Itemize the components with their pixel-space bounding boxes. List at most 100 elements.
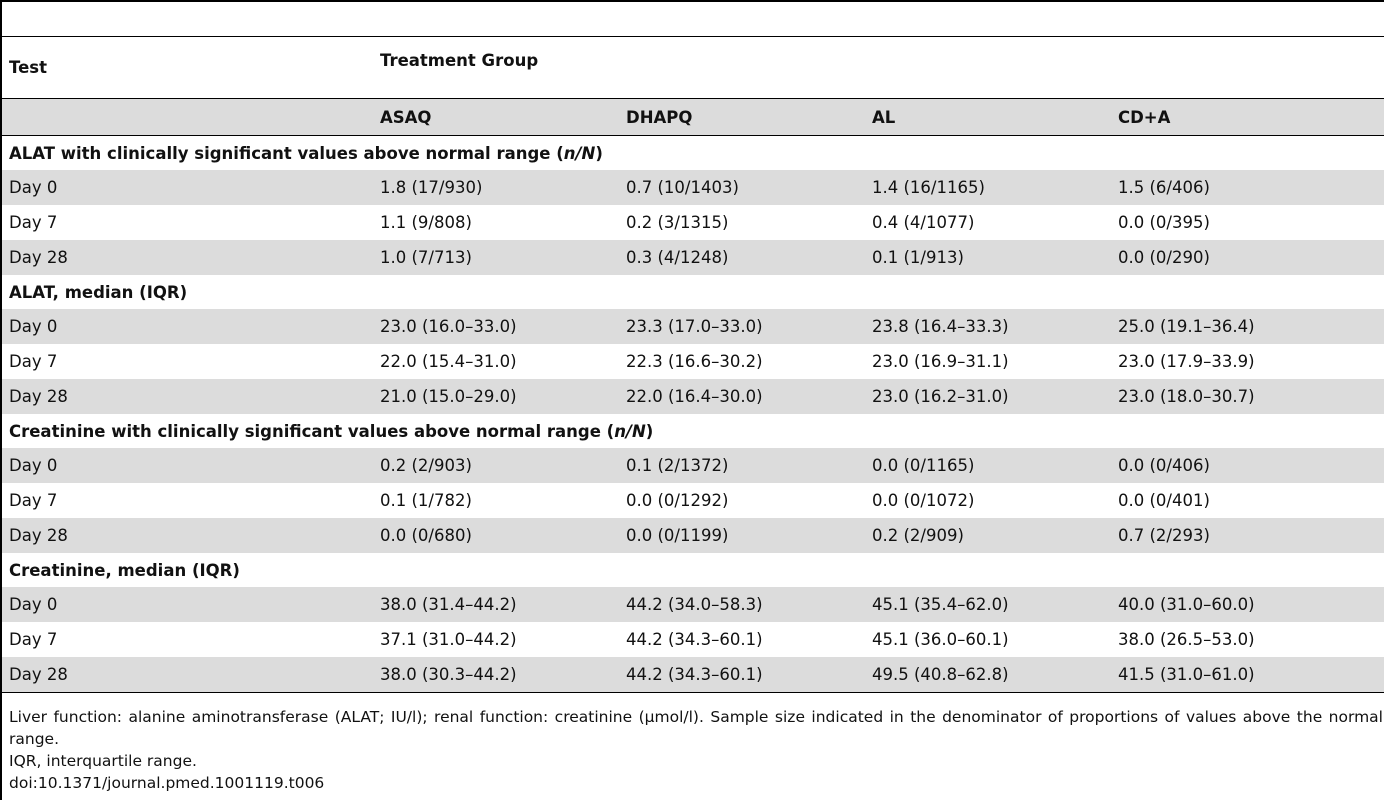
cell-value: 41.5 (31.0–61.0) [1111,657,1384,693]
header-top-rule [2,36,1384,37]
cell-value: 0.1 (1/782) [380,491,472,510]
section-title-italic: n/N [563,143,596,163]
cell-value: 1.5 (6/406) [1111,170,1384,205]
cell-value: 38.0 (30.3–44.2) [373,657,619,693]
cell-value: 25.0 (19.1–36.4) [1111,309,1384,344]
cell-value: 0.2 (2/909) [865,518,1111,553]
cell-value: 44.2 (34.3–60.1) [619,657,865,693]
row-label: Day 0 [2,309,373,344]
row-label: Day 28 [2,657,373,693]
section-title: ALAT with clinically significant values … [2,136,1384,171]
cell-value: 22.0 (16.4–30.0) [619,379,865,414]
footnote-abbreviations: Liver function: alanine aminotransferase… [9,708,1383,748]
cell-value: 23.0 (16.9–31.1) [872,352,1009,371]
cell-value: 44.2 (34.3–60.1) [626,630,763,649]
table-row: Day 7 22.0 (15.4–31.0) 22.3 (16.6–30.2) 23.… [2,344,1384,379]
cell-value: 0.0 (0/1292) [626,491,729,510]
cell-value: 37.1 (31.0–44.2) [380,630,517,649]
cell-value: 22.0 (15.4–31.0) [380,352,517,371]
section-header-row: ALAT with clinically significant values … [2,136,1384,171]
cell-value: 23.8 (16.4–33.3) [865,309,1111,344]
row-label: Day 28 [2,518,373,553]
cell-value: 23.0 (16.2–31.0) [865,379,1111,414]
cell-value: 1.8 (17/930) [373,170,619,205]
table-row: Day 7 0.1 (1/782) 0.0 (0/1292) 0.0 (0/1072)… [2,483,1384,518]
row-label: Day 7 [9,352,58,371]
cell-value: 0.1 (2/1372) [619,448,865,483]
footnote-iqr: IQR, interquartile range. [9,752,197,770]
cell-value: 23.0 (18.0–30.7) [1111,379,1384,414]
row-label: Day 0 [2,587,373,622]
table-row: Day 0 1.8 (17/930) 0.7 (10/1403) 1.4 (16/11… [2,170,1384,205]
cell-value: 23.0 (17.9–33.9) [1118,352,1255,371]
cell-value: 0.2 (2/903) [373,448,619,483]
table-row: Day 0 38.0 (31.4–44.2) 44.2 (34.0–58.3) 45.… [2,587,1384,622]
cell-value: 38.0 (26.5–53.0) [1118,630,1255,649]
section-title-end: ) [645,421,654,441]
footnote-doi: doi:10.1371/journal.pmed.1001119.t006 [9,774,325,792]
header-col-asaq: ASAQ [373,98,619,136]
cell-value: 22.3 (16.6–30.2) [626,352,763,371]
row-label: Day 0 [2,448,373,483]
table-row: Day 28 38.0 (30.3–44.2) 44.2 (34.3–60.1) 49… [2,657,1384,693]
table-body: ALAT with clinically significant values … [2,136,1384,693]
header-col-dhapq: DHAPQ [619,98,865,136]
section-header-row: ALAT, median (IQR) [2,275,1384,309]
row-label: Day 7 [9,491,58,510]
table-row: Day 0 23.0 (16.0–33.0) 23.3 (17.0–33.0) 23.… [2,309,1384,344]
row-label: Day 7 [9,213,58,232]
row-label: Day 28 [2,379,373,414]
header-col-al: AL [865,98,1111,136]
cell-value: 21.0 (15.0–29.0) [373,379,619,414]
table-row: Day 28 0.0 (0/680) 0.0 (0/1199) 0.2 (2/909)… [2,518,1384,553]
cell-value: 0.2 (3/1315) [626,213,729,232]
row-label: Day 7 [9,630,58,649]
row-label: Day 28 [2,240,373,275]
top-rule [2,0,1384,2]
cell-value: 23.0 (16.0–33.0) [373,309,619,344]
cell-value: 49.5 (40.8–62.8) [865,657,1111,693]
section-title-main: Creatinine with clinically significant v… [9,421,615,441]
cell-value: 44.2 (34.0–58.3) [619,587,865,622]
section-title: Creatinine with clinically significant v… [2,414,1384,448]
cell-value: 0.0 (0/1072) [872,491,975,510]
cell-value: 0.0 (0/395) [1118,213,1210,232]
cell-value: 23.3 (17.0–33.0) [619,309,865,344]
table-footnotes: Liver function: alanine aminotransferase… [9,706,1383,794]
cell-value: 0.7 (2/293) [1111,518,1384,553]
section-title-main: ALAT, median (IQR) [9,282,188,302]
cell-value: 0.0 (0/1199) [619,518,865,553]
results-table: Test Treatment Group ASAQ DHAPQ AL CD+A … [2,37,1384,693]
table-row: Day 7 37.1 (31.0–44.2) 44.2 (34.3–60.1) 45.… [2,622,1384,657]
cell-value: 1.0 (7/713) [373,240,619,275]
table-row: Day 7 1.1 (9/808) 0.2 (3/1315) 0.4 (4/1077)… [2,205,1384,240]
header-row-group: Test Treatment Group [2,37,1384,99]
cell-value: 0.0 (0/290) [1111,240,1384,275]
section-header-row: Creatinine with clinically significant v… [2,414,1384,448]
section-title-italic: n/N [614,421,646,441]
cell-value: 40.0 (31.0–60.0) [1111,587,1384,622]
cell-value: 0.0 (0/406) [1111,448,1384,483]
cell-value: 0.0 (0/401) [1118,491,1210,510]
cell-value: 0.0 (0/1165) [865,448,1111,483]
header-treatment-group: Treatment Group [373,37,1384,99]
table-row: Day 28 21.0 (15.0–29.0) 22.0 (16.4–30.0) 23… [2,379,1384,414]
section-title: ALAT, median (IQR) [2,275,1384,309]
section-title-end: ) [595,143,603,163]
header-blank [2,98,373,136]
header-row-columns: ASAQ DHAPQ AL CD+A [2,98,1384,136]
header-col-cda: CD+A [1111,98,1384,136]
cell-value: 38.0 (31.4–44.2) [373,587,619,622]
section-header-row: Creatinine, median (IQR) [2,553,1384,587]
header-test: Test [2,37,373,99]
row-label: Day 0 [2,170,373,205]
table-row: Day 0 0.2 (2/903) 0.1 (2/1372) 0.0 (0/1165)… [2,448,1384,483]
cell-value: 0.4 (4/1077) [872,213,975,232]
section-title-main: Creatinine, median (IQR) [9,560,240,580]
cell-value: 0.0 (0/680) [373,518,619,553]
cell-value: 0.7 (10/1403) [619,170,865,205]
section-title: Creatinine, median (IQR) [2,553,1384,587]
cell-value: 0.1 (1/913) [865,240,1111,275]
cell-value: 45.1 (35.4–62.0) [865,587,1111,622]
